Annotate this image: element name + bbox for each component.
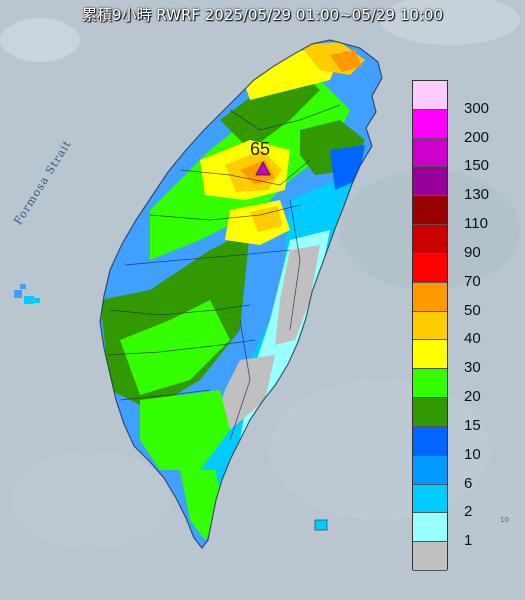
legend-swatch	[413, 138, 447, 168]
legend-label: 300	[464, 99, 490, 117]
eastern-islet	[314, 519, 328, 531]
legend-swatch	[413, 81, 447, 110]
legend-swatch	[413, 484, 447, 514]
legend-swatch	[413, 340, 447, 370]
legend-label: 70	[464, 272, 481, 290]
legend-label: 15	[464, 416, 481, 434]
corner-note: 10	[500, 516, 509, 524]
county-boundaries	[99, 39, 383, 549]
legend-label: 30	[464, 359, 481, 377]
legend-label: 2	[464, 503, 473, 521]
legend-label: 6	[464, 474, 473, 492]
legend-swatch	[413, 426, 447, 456]
legend-swatch	[413, 196, 447, 226]
legend-swatch	[413, 167, 447, 197]
legend-swatch	[413, 311, 447, 341]
legend-swatch	[413, 225, 447, 254]
legend-label: 200	[464, 128, 490, 146]
max-rainfall-marker	[255, 161, 271, 176]
legend-swatch	[413, 455, 447, 485]
legend-swatch	[413, 542, 447, 571]
legend-swatch	[413, 282, 447, 312]
legend-swatch	[413, 513, 447, 543]
legend-label: 50	[464, 301, 481, 319]
penghu-islands	[14, 284, 40, 304]
legend-label: 90	[464, 243, 481, 261]
legend-label: 130	[464, 186, 490, 204]
legend-swatch	[413, 109, 447, 139]
legend-swatch	[413, 253, 447, 283]
legend-colorbar	[412, 80, 448, 571]
legend-swatch	[413, 398, 447, 427]
legend-label: 40	[464, 330, 481, 348]
legend-label: 150	[464, 157, 490, 175]
map-title: 累積9小時 RWRF 2025/05/29 01:00~05/29 10:00	[81, 6, 444, 24]
legend-label: 20	[464, 388, 481, 406]
legend-swatch	[413, 369, 447, 399]
legend-label: 1	[464, 532, 473, 550]
legend-label: 10	[464, 445, 481, 463]
max-value-label: 65	[250, 139, 271, 159]
legend-label: 110	[464, 215, 488, 233]
